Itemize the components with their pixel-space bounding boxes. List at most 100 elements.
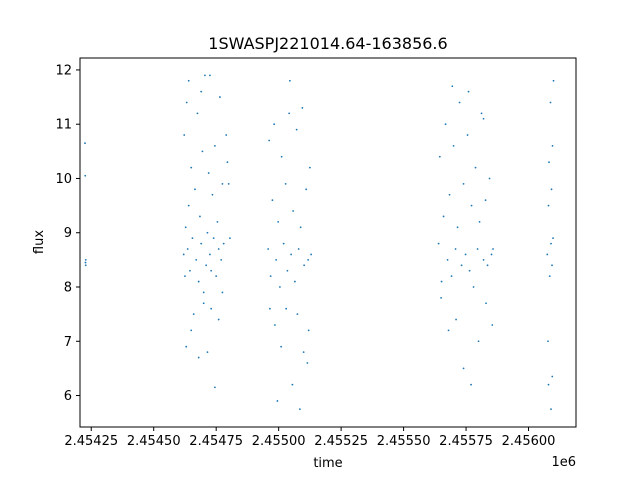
data-point (550, 188, 553, 191)
data-point (488, 177, 491, 180)
data-point (306, 362, 309, 364)
y-tick-label: 6 (64, 389, 72, 404)
data-point (548, 161, 550, 164)
y-axis-label: flux (32, 230, 47, 254)
data-points (84, 74, 555, 410)
data-point (447, 329, 450, 332)
data-point (280, 155, 283, 158)
data-point (84, 174, 87, 177)
data-point (221, 291, 224, 294)
data-point (84, 264, 87, 267)
x-tick-label: 2.45575 (439, 434, 493, 449)
data-point (295, 128, 298, 131)
data-point (310, 253, 313, 256)
data-point (84, 261, 87, 264)
data-point (456, 226, 459, 229)
data-point (546, 253, 549, 256)
data-point (216, 220, 219, 223)
data-point (199, 215, 201, 218)
data-point (191, 237, 194, 240)
data-point (200, 90, 203, 93)
data-point (187, 204, 190, 207)
data-point (467, 90, 470, 93)
data-point (197, 280, 200, 283)
data-point (185, 345, 188, 348)
data-point (211, 193, 214, 196)
data-point (227, 182, 230, 185)
data-point (195, 258, 198, 261)
x-axis-offset-label: 1e6 (551, 455, 576, 470)
y-tick-label: 12 (55, 63, 72, 78)
data-point (217, 318, 220, 321)
data-point (480, 112, 483, 115)
data-point (455, 318, 457, 321)
data-point (482, 258, 485, 261)
data-point (212, 237, 215, 240)
data-point (468, 269, 471, 272)
data-point (485, 302, 487, 305)
data-point (201, 150, 204, 153)
data-point (184, 226, 187, 229)
data-point (477, 340, 480, 343)
data-point (269, 307, 271, 310)
data-point (298, 408, 301, 410)
data-point (297, 248, 300, 250)
data-point (279, 286, 281, 288)
data-point (492, 248, 494, 250)
data-point (462, 367, 465, 370)
data-point (450, 275, 453, 278)
y-tick-label: 9 (64, 226, 72, 241)
data-point (299, 226, 302, 229)
data-point (437, 242, 440, 245)
data-point (472, 286, 475, 288)
data-point (84, 258, 87, 261)
data-point (183, 134, 186, 136)
data-point (186, 248, 189, 250)
x-tick-label: 2.45425 (64, 434, 118, 449)
data-point (286, 269, 289, 272)
data-point (458, 101, 461, 104)
data-point (448, 193, 451, 196)
data-point (290, 253, 293, 256)
data-point (486, 264, 489, 267)
data-point (209, 74, 211, 77)
data-point (196, 112, 199, 115)
data-point (547, 383, 550, 386)
data-point (214, 145, 216, 147)
data-point (446, 258, 449, 261)
data-point (288, 79, 291, 82)
y-axis-ticks: 6 7 8 9 10 11 12 (55, 63, 80, 404)
data-point (551, 375, 554, 378)
data-point (276, 400, 279, 402)
data-point (470, 383, 472, 386)
data-point (219, 96, 221, 98)
data-point (209, 253, 211, 256)
axes-frame (79, 57, 577, 428)
data-point (185, 101, 188, 104)
data-point (301, 107, 304, 109)
data-point (225, 134, 228, 136)
data-point (305, 188, 308, 191)
data-point (190, 329, 193, 332)
data-point (229, 237, 231, 240)
data-point (284, 182, 287, 185)
data-point (205, 264, 208, 267)
data-point (466, 134, 469, 136)
data-point (269, 275, 272, 278)
data-point (442, 215, 445, 218)
data-point (200, 242, 203, 245)
data-point (197, 356, 200, 359)
data-point (277, 220, 280, 223)
data-point (454, 248, 457, 250)
data-point (307, 258, 310, 261)
data-point (285, 307, 288, 310)
x-tick-label: 2.45475 (189, 434, 243, 449)
data-point (280, 345, 283, 348)
data-point (464, 253, 467, 256)
data-point (190, 166, 193, 169)
data-point (293, 280, 296, 283)
data-point (275, 258, 278, 261)
data-point (192, 313, 195, 316)
